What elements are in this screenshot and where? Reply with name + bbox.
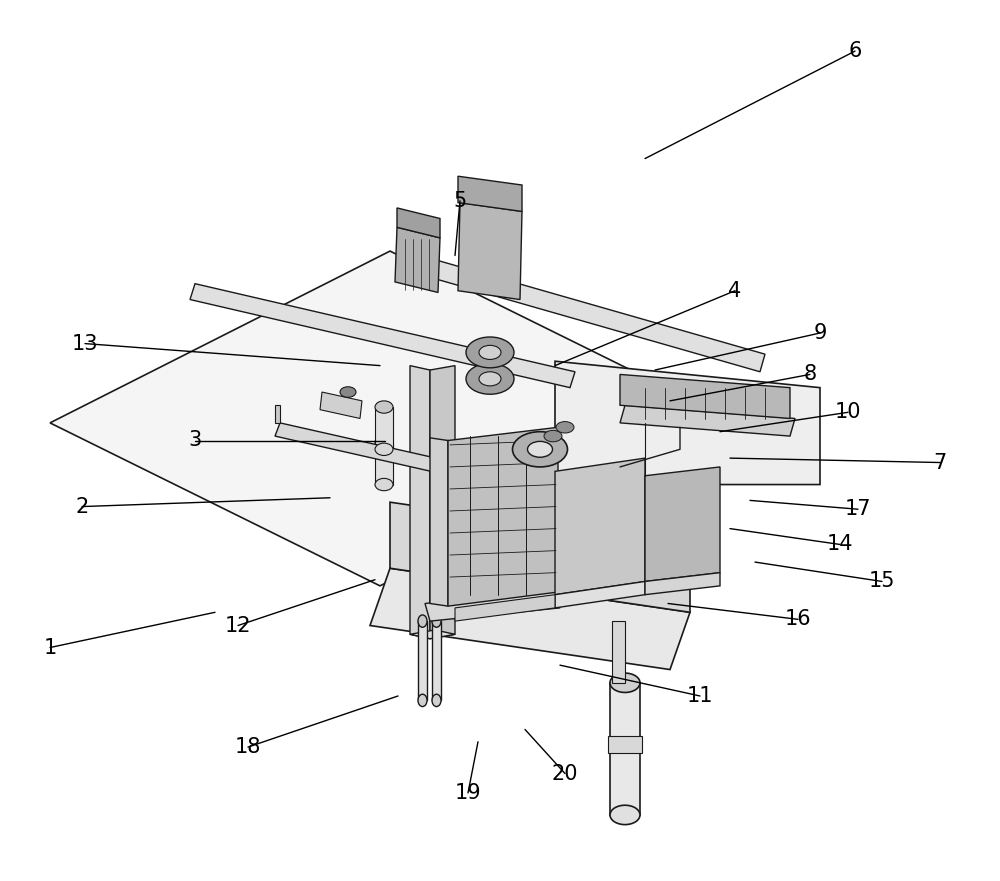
Polygon shape (50, 251, 720, 586)
Polygon shape (608, 736, 642, 753)
Polygon shape (370, 568, 690, 670)
Ellipse shape (556, 422, 574, 433)
Text: 17: 17 (845, 500, 871, 519)
Polygon shape (555, 581, 645, 608)
Polygon shape (430, 438, 448, 606)
Polygon shape (400, 251, 765, 372)
Text: 10: 10 (835, 403, 861, 422)
Polygon shape (410, 366, 430, 639)
Ellipse shape (432, 615, 441, 627)
Text: 7: 7 (933, 453, 947, 472)
Text: 2: 2 (75, 497, 89, 516)
Ellipse shape (610, 673, 640, 692)
Text: 13: 13 (72, 334, 98, 353)
Ellipse shape (466, 337, 514, 368)
Text: 3: 3 (188, 431, 202, 450)
Text: 4: 4 (728, 281, 742, 300)
Text: 5: 5 (453, 191, 467, 211)
Polygon shape (458, 176, 522, 211)
Polygon shape (397, 208, 440, 238)
Text: 9: 9 (813, 323, 827, 343)
Polygon shape (418, 621, 427, 700)
Polygon shape (455, 595, 555, 621)
Ellipse shape (375, 401, 393, 413)
Ellipse shape (432, 694, 441, 707)
Text: 1: 1 (43, 638, 57, 657)
Polygon shape (448, 427, 558, 606)
Polygon shape (375, 407, 393, 449)
Ellipse shape (375, 436, 393, 448)
Polygon shape (395, 227, 440, 292)
Text: 14: 14 (827, 535, 853, 554)
Polygon shape (410, 630, 455, 639)
Ellipse shape (418, 615, 427, 627)
Text: 19: 19 (455, 783, 481, 803)
Text: 20: 20 (552, 764, 578, 783)
Ellipse shape (340, 387, 356, 397)
Text: 6: 6 (848, 41, 862, 61)
Polygon shape (645, 573, 720, 595)
Ellipse shape (466, 364, 514, 395)
Text: 11: 11 (687, 686, 713, 706)
Polygon shape (375, 442, 393, 485)
Polygon shape (425, 590, 560, 621)
Polygon shape (432, 621, 441, 700)
Polygon shape (458, 203, 522, 300)
Ellipse shape (375, 478, 393, 491)
Polygon shape (555, 458, 645, 595)
Polygon shape (190, 284, 575, 388)
Polygon shape (620, 405, 795, 436)
Ellipse shape (375, 443, 393, 455)
Text: 15: 15 (869, 572, 895, 591)
Text: 12: 12 (225, 616, 251, 635)
Polygon shape (555, 361, 820, 485)
Ellipse shape (610, 805, 640, 825)
Polygon shape (612, 621, 625, 683)
Text: 8: 8 (803, 365, 817, 384)
Text: 18: 18 (235, 737, 261, 757)
Text: 16: 16 (785, 610, 811, 629)
Polygon shape (390, 502, 690, 612)
Polygon shape (610, 683, 640, 815)
Polygon shape (275, 405, 280, 423)
Ellipse shape (479, 345, 501, 359)
Polygon shape (620, 374, 790, 418)
Polygon shape (430, 366, 455, 639)
Ellipse shape (512, 432, 568, 467)
Ellipse shape (544, 431, 562, 441)
Polygon shape (645, 467, 720, 581)
Ellipse shape (528, 441, 552, 457)
Polygon shape (320, 392, 362, 418)
Ellipse shape (479, 372, 501, 386)
Ellipse shape (418, 694, 427, 707)
Polygon shape (275, 423, 475, 480)
